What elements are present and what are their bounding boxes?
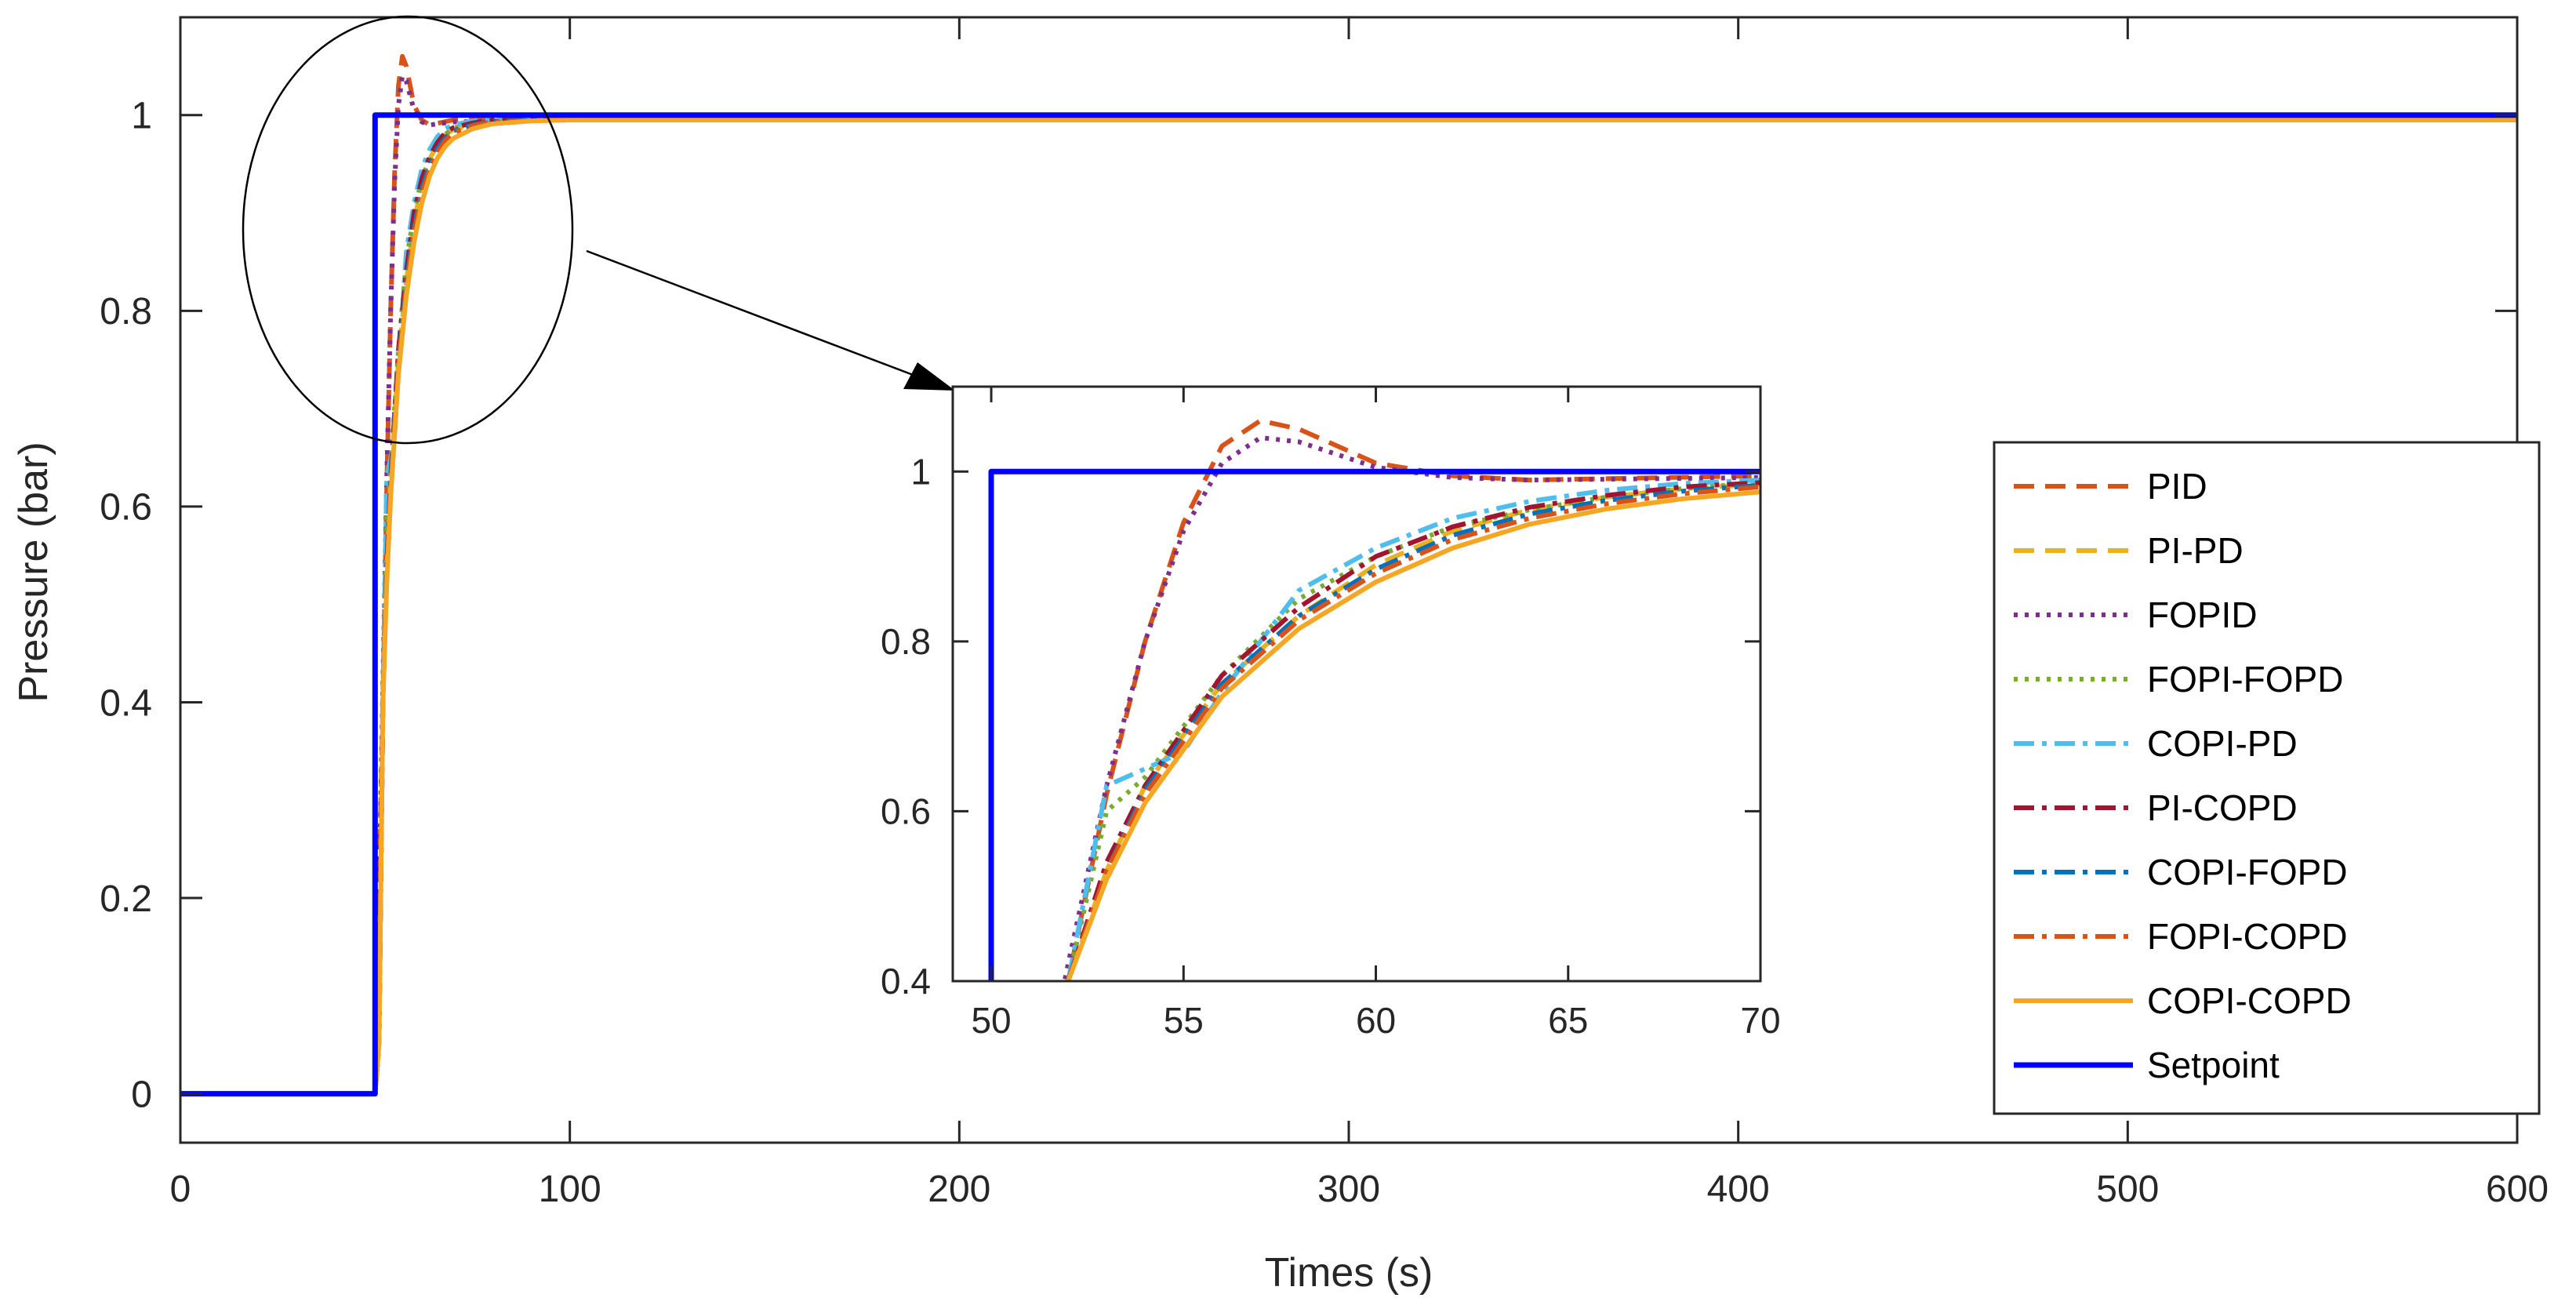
main-xtick-label: 600 xyxy=(2486,1169,2549,1210)
inset-xtick-label: 50 xyxy=(971,1000,1011,1041)
zoom-region-ellipse xyxy=(242,15,574,445)
inset-series-pi-copd xyxy=(1066,480,1760,981)
main-xtick-label: 0 xyxy=(170,1169,191,1210)
inset-series-pid xyxy=(1066,418,1760,981)
x-axis-title: Times (s) xyxy=(1265,1250,1433,1296)
legend-label-pi-copd: PI-COPD xyxy=(2147,787,2298,828)
main-xtick-label: 200 xyxy=(928,1169,990,1210)
inset-series-setpoint xyxy=(988,468,1760,981)
inset-xtick-label: 70 xyxy=(1740,1000,1780,1041)
main-ytick-label: 0.4 xyxy=(100,682,152,724)
inset-ticks: 50 55 60 65 70 0.4 0.6 0.8 1 xyxy=(881,387,1781,1041)
legend-label-fopi-copd: FOPI-COPD xyxy=(2147,916,2348,957)
legend-label-fopid: FOPID xyxy=(2147,594,2258,635)
main-series-copi-copd xyxy=(180,118,2517,1096)
legend-label-copi-pd: COPI-PD xyxy=(2147,723,2298,764)
main-ytick-label: 0.8 xyxy=(100,291,152,333)
inset-ytick-label: 1 xyxy=(910,451,931,492)
main-axes: 0 100 200 300 400 500 600 0 0.2 0.4 0.6 0.8 1 Times … xyxy=(11,16,2549,1296)
inset-xtick-label: 55 xyxy=(1164,1000,1204,1041)
main-xtick-label: 500 xyxy=(2096,1169,2159,1210)
legend-label-pid: PID xyxy=(2147,466,2207,507)
main-ytick-label: 0 xyxy=(131,1074,152,1115)
inset-ytick-label: 0.6 xyxy=(881,791,931,832)
inset-ytick-label: 0.8 xyxy=(881,621,931,662)
main-xtick-label: 400 xyxy=(1707,1169,1770,1210)
legend-label-setpoint: Setpoint xyxy=(2147,1045,2280,1085)
inset-series-pi-pd xyxy=(1066,482,1760,981)
zoom-arrow xyxy=(586,249,955,391)
inset-axes: 50 55 60 65 70 0.4 0.6 0.8 1 xyxy=(881,385,1781,1041)
inset-xtick-label: 60 xyxy=(1356,1000,1396,1041)
main-ytick-label: 1 xyxy=(131,96,152,137)
inset-series-copi-copd xyxy=(1066,489,1760,981)
main-xtick-label: 100 xyxy=(539,1169,601,1210)
inset-series-layer xyxy=(988,418,1760,981)
main-xtick-label: 300 xyxy=(1317,1169,1380,1210)
main-series-layer xyxy=(180,53,2518,1097)
main-ytick-label: 0.2 xyxy=(100,878,152,920)
y-axis-title: Pressure (bar) xyxy=(11,442,56,702)
inset-plot-frame xyxy=(951,385,1762,983)
legend-label-fopi-fopd: FOPI-FOPD xyxy=(2147,659,2343,700)
main-ticks: 0 100 200 300 400 500 600 0 0.2 0.4 0.6 0.8 1 xyxy=(100,17,2549,1210)
main-series-setpoint xyxy=(180,112,2517,1097)
main-ytick-label: 0.6 xyxy=(100,487,152,529)
legend: PID PI-PD FOPID FOPI-FOPD COPI-PD PI-COPD COPI… xyxy=(1993,441,2541,1115)
inset-xtick-label: 65 xyxy=(1548,1000,1588,1041)
legend-label-copi-copd: COPI-COPD xyxy=(2147,980,2352,1021)
inset-ytick-label: 0.4 xyxy=(881,961,931,1002)
legend-label-pi-pd: PI-PD xyxy=(2147,530,2244,571)
legend-label-copi-fopd: COPI-FOPD xyxy=(2147,852,2348,892)
